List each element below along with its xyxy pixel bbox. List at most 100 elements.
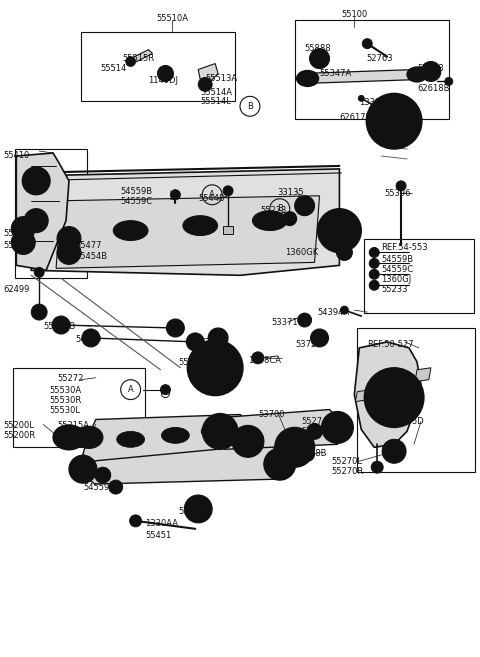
Bar	[357, 328, 475, 472]
Circle shape	[170, 190, 180, 200]
Text: 55200R: 55200R	[3, 432, 36, 440]
Circle shape	[369, 248, 379, 258]
Ellipse shape	[168, 431, 183, 440]
Text: B: B	[277, 204, 283, 214]
Circle shape	[157, 66, 173, 81]
Bar	[364, 238, 474, 313]
Circle shape	[421, 62, 441, 81]
Text: 55477: 55477	[75, 240, 101, 250]
Circle shape	[202, 413, 238, 449]
Text: 55410: 55410	[3, 151, 30, 160]
Ellipse shape	[260, 215, 280, 227]
Text: 55454B: 55454B	[75, 252, 107, 261]
Polygon shape	[31, 169, 339, 275]
Text: 55515R: 55515R	[123, 54, 155, 62]
Polygon shape	[301, 70, 421, 83]
Circle shape	[364, 368, 424, 428]
Polygon shape	[415, 368, 431, 382]
Circle shape	[187, 340, 243, 396]
Circle shape	[318, 209, 361, 252]
Circle shape	[240, 434, 256, 449]
Circle shape	[24, 209, 48, 233]
Circle shape	[77, 463, 89, 475]
Text: 55451: 55451	[145, 531, 172, 540]
Circle shape	[371, 461, 383, 473]
Polygon shape	[56, 196, 320, 268]
Text: 54559C: 54559C	[381, 265, 413, 275]
Text: 54559C: 54559C	[120, 196, 153, 206]
Text: 55233: 55233	[381, 285, 408, 294]
Text: 55514L: 55514L	[200, 97, 231, 106]
Text: 55270L: 55270L	[332, 457, 362, 466]
Circle shape	[386, 113, 402, 129]
Polygon shape	[16, 153, 69, 270]
Circle shape	[358, 95, 364, 101]
Circle shape	[310, 49, 329, 68]
Bar	[15, 149, 87, 279]
Circle shape	[34, 267, 44, 277]
Circle shape	[198, 78, 212, 91]
Circle shape	[285, 438, 305, 457]
Polygon shape	[129, 50, 153, 64]
Circle shape	[390, 372, 398, 380]
Circle shape	[376, 103, 412, 139]
Text: 33135: 33135	[278, 188, 304, 197]
Text: 54559B: 54559B	[120, 187, 153, 196]
Text: 55510A: 55510A	[156, 14, 188, 23]
Ellipse shape	[183, 215, 217, 236]
Text: 53725: 53725	[83, 471, 109, 480]
Circle shape	[252, 352, 264, 364]
Ellipse shape	[53, 425, 85, 450]
Circle shape	[197, 350, 233, 386]
Text: 1338CA: 1338CA	[248, 356, 281, 365]
Ellipse shape	[117, 432, 144, 447]
Ellipse shape	[190, 219, 210, 231]
Circle shape	[30, 215, 42, 227]
Circle shape	[207, 360, 223, 376]
Ellipse shape	[207, 427, 223, 436]
Circle shape	[366, 93, 422, 149]
Bar	[81, 32, 235, 101]
Text: 55530L: 55530L	[49, 405, 80, 415]
Text: 55223: 55223	[260, 206, 286, 215]
Text: 55888: 55888	[417, 64, 444, 72]
Text: 55514A: 55514A	[200, 89, 232, 97]
Circle shape	[273, 457, 287, 471]
Text: REF.50-527: REF.50-527	[367, 340, 414, 349]
Text: 55256: 55256	[188, 342, 215, 351]
Text: 55396: 55396	[384, 189, 411, 198]
Circle shape	[29, 174, 43, 188]
Circle shape	[311, 329, 328, 347]
Text: 55100: 55100	[341, 10, 368, 19]
Bar	[223, 225, 233, 233]
Text: 55513A: 55513A	[205, 74, 237, 83]
Text: 55448: 55448	[198, 194, 225, 203]
Text: REF.54-553: REF.54-553	[381, 242, 428, 252]
Text: 55270R: 55270R	[332, 467, 364, 476]
Text: 55145D: 55145D	[391, 417, 424, 426]
Ellipse shape	[201, 424, 229, 440]
Circle shape	[307, 424, 323, 440]
Circle shape	[160, 384, 170, 395]
Text: B: B	[247, 102, 253, 111]
Text: 55274L: 55274L	[301, 417, 333, 426]
Circle shape	[301, 72, 313, 84]
Ellipse shape	[297, 70, 319, 87]
Text: 54640: 54640	[75, 335, 101, 344]
Text: 55200L: 55200L	[3, 421, 34, 430]
Text: 55477: 55477	[3, 229, 30, 238]
Circle shape	[362, 39, 372, 49]
Ellipse shape	[161, 428, 189, 443]
Ellipse shape	[407, 67, 427, 82]
Polygon shape	[79, 444, 288, 484]
Text: 55272: 55272	[57, 374, 84, 383]
Polygon shape	[215, 409, 344, 449]
Text: 54559B: 54559B	[381, 256, 413, 264]
Circle shape	[223, 186, 233, 196]
Circle shape	[369, 281, 379, 290]
Text: 55250A: 55250A	[179, 358, 210, 367]
Bar	[13, 368, 144, 447]
Text: 55275R: 55275R	[301, 428, 334, 436]
Circle shape	[368, 394, 376, 401]
Circle shape	[386, 390, 402, 405]
